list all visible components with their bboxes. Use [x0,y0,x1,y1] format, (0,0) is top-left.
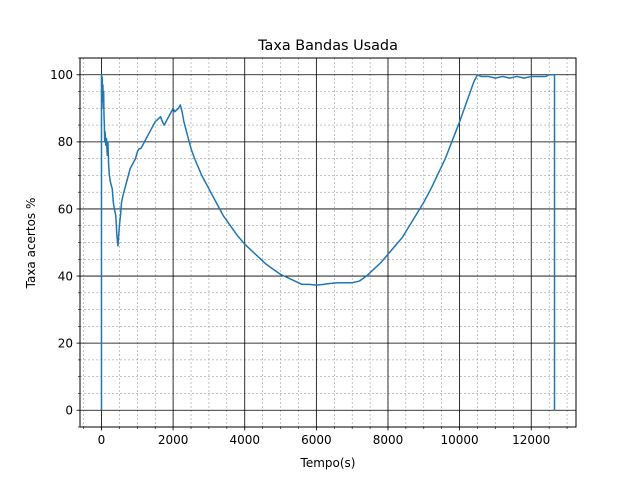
y-tick-label: 80 [58,135,73,149]
y-axis-label: Taxa acertos % [24,198,38,290]
x-tick-label: 10000 [441,433,479,447]
major-grid [80,58,576,427]
y-tick-label: 40 [58,269,73,283]
x-tick-label: 12000 [512,433,550,447]
y-axis: 0 20 40 60 80 100 [50,57,80,428]
x-tick-label: 8000 [373,433,404,447]
y-tick-label: 20 [58,336,73,350]
y-tick-label: 100 [50,68,73,82]
y-tick-label: 0 [65,404,73,418]
y-tick-label: 60 [58,202,73,216]
plot-area [79,57,577,428]
x-tick-label: 0 [98,433,106,447]
series-layer [100,74,556,411]
x-axis-label: Tempo(s) [300,456,356,470]
x-axis: 0 2000 4000 6000 8000 10000 12000 [83,427,568,447]
x-tick-label: 4000 [229,433,260,447]
x-tick-label: 6000 [301,433,332,447]
series-line [100,74,556,411]
chart-title: Taxa Bandas Usada [257,38,398,54]
x-tick-label: 2000 [158,433,189,447]
